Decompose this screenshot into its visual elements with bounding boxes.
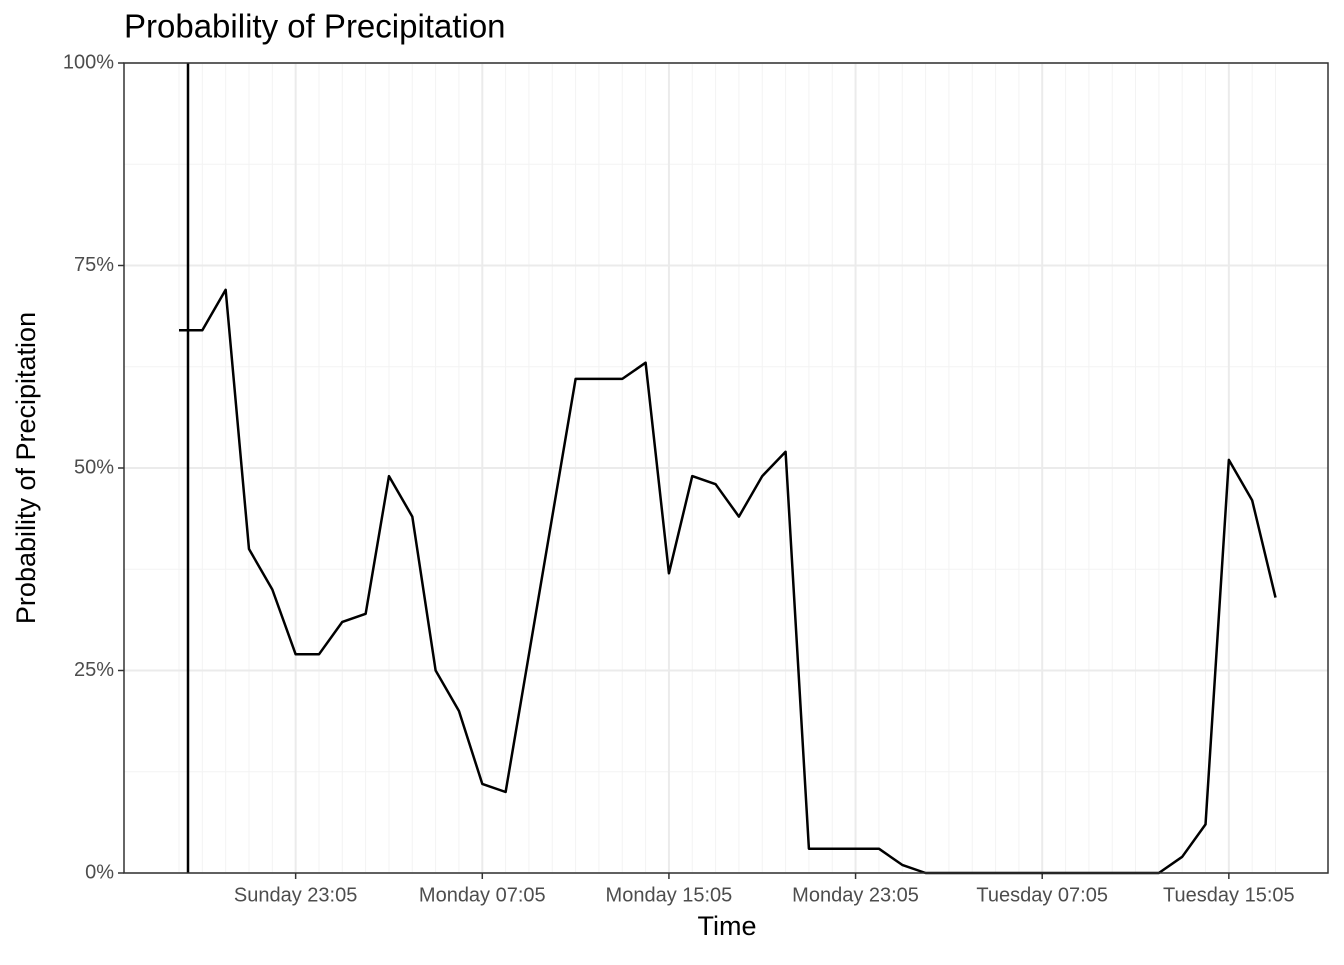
- x-tick-label: Monday 23:05: [792, 884, 919, 906]
- y-tick-label: 100%: [63, 51, 114, 73]
- y-tick-label: 75%: [74, 254, 114, 276]
- y-tick-label: 25%: [74, 659, 114, 681]
- x-axis-label: Time: [698, 911, 757, 941]
- plot-border: [123, 62, 1329, 874]
- y-tick-label: 0%: [85, 861, 114, 883]
- y-tick-label: 50%: [74, 456, 114, 478]
- x-tick-label: Tuesday 15:05: [1163, 884, 1295, 906]
- x-tick-label: Sunday 23:05: [234, 884, 357, 906]
- y-axis-label: Probability of Precipitation: [11, 312, 41, 624]
- chart-title: Probability of Precipitation: [124, 8, 506, 45]
- x-tick-label: Monday 07:05: [419, 884, 546, 906]
- line-series: [179, 288, 1277, 875]
- x-tick-label: Monday 15:05: [606, 884, 733, 906]
- x-tick-label: Tuesday 07:05: [976, 884, 1108, 906]
